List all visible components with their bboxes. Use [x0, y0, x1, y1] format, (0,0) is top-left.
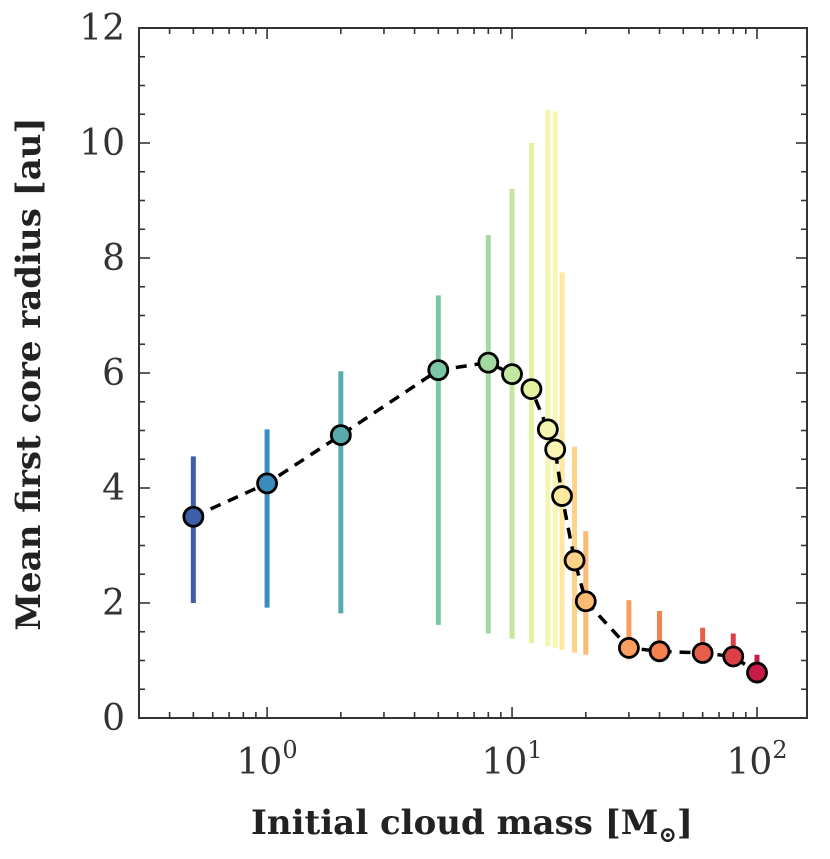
data-point [551, 485, 573, 507]
x-tick-label: 101 [481, 736, 542, 783]
x-tick-exponent: 0 [282, 736, 297, 764]
x-axis-title-text: Initial cloud mass [M [251, 803, 658, 843]
data-point [746, 661, 768, 684]
y-tick-label: 2 [102, 583, 125, 624]
errorbar-layer [190, 109, 760, 681]
data-point [427, 359, 450, 382]
data-point [691, 642, 714, 664]
data-point [722, 645, 745, 668]
y-tick-label: 4 [102, 468, 125, 509]
data-point [648, 640, 671, 663]
x-axis-title-close: ] [677, 803, 693, 843]
x-tick-base: 10 [237, 742, 283, 783]
point-layer [182, 351, 768, 684]
x-tick-label: 102 [726, 736, 787, 783]
data-point [574, 590, 597, 613]
x-axis-title-subscript: ⊙ [658, 822, 676, 848]
data-point [256, 472, 278, 495]
y-tick-label: 12 [79, 8, 125, 49]
x-tick-base: 10 [726, 742, 772, 783]
data-point [520, 378, 543, 401]
data-point [544, 438, 567, 461]
y-axis-title: Mean first core radius [au] [9, 117, 49, 630]
y-tick-label: 10 [79, 123, 125, 164]
x-axis-title: Initial cloud mass [M⊙] [251, 803, 693, 848]
data-point [501, 363, 523, 386]
data-point [477, 351, 500, 374]
x-tick-base: 10 [481, 742, 527, 783]
data-point [182, 505, 205, 528]
y-tick-label: 0 [102, 698, 125, 739]
y-tick-label: 8 [102, 238, 125, 279]
data-point [563, 549, 586, 572]
data-point [618, 636, 640, 659]
y-tick-label: 6 [102, 353, 125, 394]
series-line [192, 360, 758, 675]
data-point [329, 424, 352, 447]
x-tick-exponent: 1 [527, 736, 542, 764]
tick-layer [138, 27, 807, 719]
plot-frame [138, 27, 808, 719]
data-point [536, 418, 559, 441]
x-tick-exponent: 2 [772, 736, 787, 764]
x-tick-label: 100 [237, 736, 298, 783]
